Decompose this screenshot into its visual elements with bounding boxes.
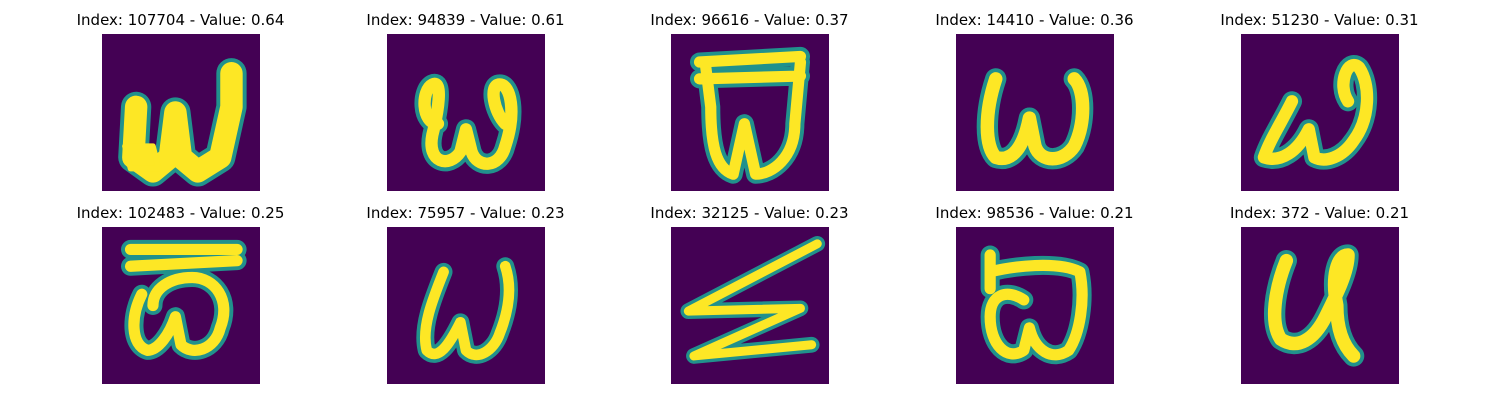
panel-title: Index: 14410 - Value: 0.36: [935, 11, 1134, 29]
glyph-image: [671, 34, 829, 191]
panel: Index: 98536 - Value: 0.21: [892, 193, 1177, 384]
panel-title: Index: 107704 - Value: 0.64: [76, 11, 285, 29]
panel: Index: 102483 - Value: 0.25: [38, 193, 323, 384]
panel-title: Index: 372 - Value: 0.21: [1229, 204, 1410, 222]
panel: Index: 372 - Value: 0.21: [1177, 193, 1462, 384]
panel: Index: 14410 - Value: 0.36: [892, 0, 1177, 191]
panel-title: Index: 98536 - Value: 0.21: [935, 204, 1134, 222]
glyph-image: [956, 34, 1114, 191]
glyph-image: [387, 34, 545, 191]
panel-title: Index: 102483 - Value: 0.25: [76, 204, 285, 222]
glyph-image: [1241, 227, 1399, 384]
panel: Index: 51230 - Value: 0.31: [1177, 0, 1462, 191]
panel: Index: 32125 - Value: 0.23: [607, 193, 892, 384]
glyph-image: [387, 227, 545, 384]
panel: Index: 96616 - Value: 0.37: [607, 0, 892, 191]
glyph-image: [102, 34, 260, 191]
panel-title: Index: 32125 - Value: 0.23: [650, 204, 849, 222]
panel-title: Index: 75957 - Value: 0.23: [366, 204, 565, 222]
glyph-image: [671, 227, 829, 384]
panel: Index: 94839 - Value: 0.61: [323, 0, 608, 191]
glyph-image: [102, 227, 260, 384]
panel-title: Index: 51230 - Value: 0.31: [1220, 11, 1419, 29]
panel-title: Index: 94839 - Value: 0.61: [366, 11, 565, 29]
glyph-image: [1241, 34, 1399, 191]
glyph-image: [956, 227, 1114, 384]
panel: Index: 75957 - Value: 0.23: [323, 193, 608, 384]
panel: Index: 107704 - Value: 0.64: [38, 0, 323, 191]
panel-title: Index: 96616 - Value: 0.37: [650, 11, 849, 29]
